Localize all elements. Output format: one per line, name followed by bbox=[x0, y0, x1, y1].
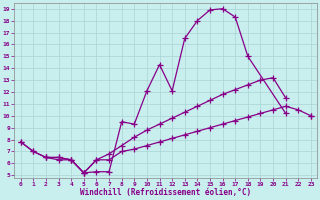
X-axis label: Windchill (Refroidissement éolien,°C): Windchill (Refroidissement éolien,°C) bbox=[80, 188, 252, 197]
